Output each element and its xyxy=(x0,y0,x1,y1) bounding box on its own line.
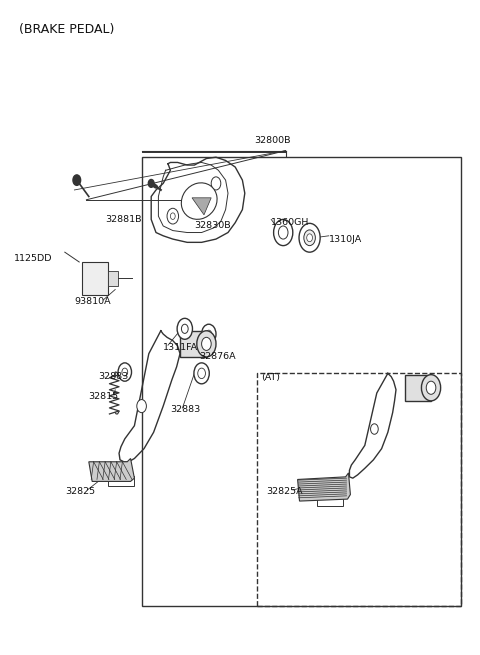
Circle shape xyxy=(197,331,216,357)
Bar xyxy=(405,375,431,401)
Text: 32825A: 32825A xyxy=(266,487,303,496)
Circle shape xyxy=(421,375,441,401)
Bar xyxy=(108,476,134,486)
Ellipse shape xyxy=(181,183,217,219)
Circle shape xyxy=(206,330,212,338)
Bar xyxy=(108,271,118,286)
Circle shape xyxy=(148,179,154,187)
Text: 32876A: 32876A xyxy=(199,352,236,362)
Bar xyxy=(142,157,461,606)
Circle shape xyxy=(167,208,179,224)
Text: 32883: 32883 xyxy=(98,372,129,381)
Bar xyxy=(82,262,108,295)
Circle shape xyxy=(299,223,320,252)
Circle shape xyxy=(278,226,288,239)
Circle shape xyxy=(202,337,211,350)
Text: 1310JA: 1310JA xyxy=(329,234,362,244)
Text: 32825: 32825 xyxy=(65,487,95,496)
Circle shape xyxy=(211,177,221,190)
Circle shape xyxy=(73,175,81,185)
Circle shape xyxy=(426,381,436,394)
Text: 32800B: 32800B xyxy=(254,136,291,145)
Text: 32883: 32883 xyxy=(170,405,201,414)
Circle shape xyxy=(118,363,132,381)
Text: 1360GH: 1360GH xyxy=(271,218,310,227)
Circle shape xyxy=(122,368,128,376)
Text: (BRAKE PEDAL): (BRAKE PEDAL) xyxy=(19,23,115,36)
Text: 1125DD: 1125DD xyxy=(14,254,53,263)
Circle shape xyxy=(274,219,293,246)
Circle shape xyxy=(137,400,146,413)
Circle shape xyxy=(304,230,315,246)
Text: 32830B: 32830B xyxy=(194,221,231,231)
Polygon shape xyxy=(298,473,350,501)
Text: 93810A: 93810A xyxy=(74,297,111,306)
Circle shape xyxy=(194,363,209,384)
Bar xyxy=(180,331,206,357)
Text: 32881B: 32881B xyxy=(106,215,142,224)
Polygon shape xyxy=(192,198,211,215)
Polygon shape xyxy=(89,458,134,481)
Circle shape xyxy=(170,213,175,219)
Bar xyxy=(317,496,343,506)
Text: 1311FA: 1311FA xyxy=(163,343,198,352)
Text: 32815: 32815 xyxy=(88,392,118,401)
Circle shape xyxy=(307,234,312,242)
Text: (AT): (AT) xyxy=(262,373,281,383)
Circle shape xyxy=(198,368,205,379)
Circle shape xyxy=(202,324,216,344)
Bar xyxy=(257,373,461,606)
Circle shape xyxy=(177,318,192,339)
Circle shape xyxy=(371,424,378,434)
Circle shape xyxy=(181,324,188,333)
